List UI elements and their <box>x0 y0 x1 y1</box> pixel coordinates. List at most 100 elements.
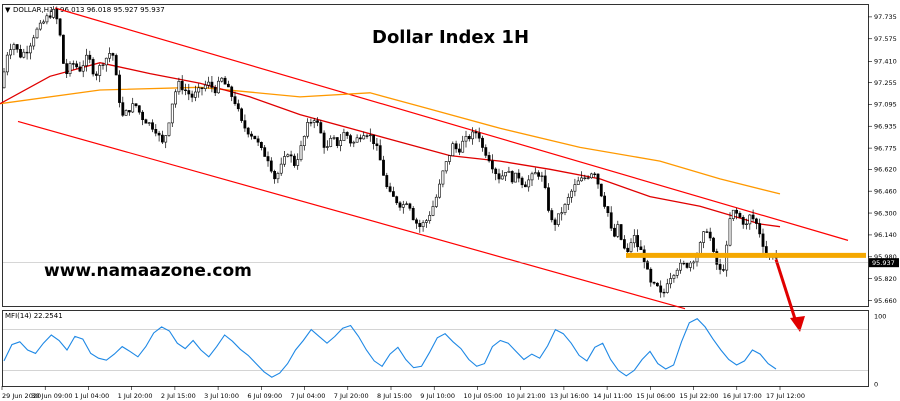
candle-up <box>362 135 366 140</box>
time-tick-label: 7 Jul 20:00 <box>334 392 369 400</box>
candle-up <box>325 146 329 148</box>
candle-down <box>603 195 607 207</box>
candle-up <box>665 283 669 293</box>
candle-down <box>550 210 554 221</box>
candle-up <box>9 49 13 56</box>
time-tick-label: 3 Jul 10:00 <box>204 392 239 400</box>
price-tick-label: 95.820 <box>874 275 897 283</box>
candle-down <box>735 209 739 214</box>
candle-down <box>128 110 131 113</box>
candle-up <box>421 222 425 227</box>
candle-up <box>207 81 211 86</box>
candle-up <box>299 145 303 160</box>
candle-up <box>81 65 85 72</box>
candle-down <box>593 173 597 175</box>
candle-down <box>263 147 267 157</box>
candle-up <box>32 37 36 47</box>
candle-down <box>240 108 244 121</box>
candle-down <box>758 223 762 235</box>
candle-down <box>685 262 689 268</box>
candle-up <box>22 51 26 58</box>
candle-down <box>250 133 253 137</box>
candle-up <box>632 235 636 244</box>
candle-up <box>42 21 46 24</box>
candle-up <box>504 172 508 177</box>
candle-down <box>309 122 313 124</box>
collapse-arrow-icon[interactable]: ▼ <box>5 6 11 14</box>
candle-down <box>596 173 600 185</box>
candle-down <box>626 247 630 252</box>
candle-up <box>342 132 346 141</box>
candle-down <box>467 136 471 140</box>
candle-down <box>662 291 666 294</box>
last-price-tag <box>869 258 899 268</box>
candle-down <box>517 172 521 179</box>
candle-down <box>223 77 227 85</box>
candle-up <box>560 212 564 215</box>
candle-down <box>454 143 458 150</box>
candle-down <box>418 223 422 228</box>
time-tick-label: 13 Jul 16:00 <box>550 392 589 400</box>
candle-up <box>45 15 49 23</box>
candle-up <box>276 173 280 180</box>
candle-down <box>547 187 550 211</box>
candle-up <box>527 179 531 188</box>
candle-up <box>279 163 283 174</box>
candle-up <box>702 231 706 243</box>
candle-up <box>428 215 432 221</box>
candle-up <box>306 122 310 137</box>
candle-up <box>679 262 682 271</box>
indicator-panel-frame <box>2 310 869 387</box>
candle-down <box>236 103 240 110</box>
candle-down <box>613 227 616 237</box>
candle-down <box>708 231 712 239</box>
candle-down <box>88 54 92 60</box>
candle-down <box>490 160 494 170</box>
candle-up <box>692 261 696 264</box>
candle-down <box>655 282 659 287</box>
candle-down <box>606 206 610 213</box>
candle-up <box>52 9 55 18</box>
price-tick-label: 96.935 <box>874 123 897 131</box>
candle-down <box>510 171 514 183</box>
candle-down <box>151 122 154 130</box>
candle-up <box>5 54 9 73</box>
candle-down <box>184 89 187 92</box>
candle-down <box>474 131 478 134</box>
time-tick-label: 8 Jul 15:00 <box>377 392 412 400</box>
candle-up <box>444 161 448 172</box>
candle-up <box>177 81 181 93</box>
candle-down <box>154 129 158 134</box>
candle-up <box>405 203 409 205</box>
candle-up <box>302 136 306 147</box>
candle-up <box>570 190 574 198</box>
candle-down <box>721 269 725 271</box>
candle-up <box>438 183 442 198</box>
candle-up <box>451 143 455 156</box>
candle-up <box>124 110 128 116</box>
candle-down <box>253 135 257 140</box>
candle-up <box>533 172 537 175</box>
candle-down <box>319 122 323 134</box>
price-panel-frame <box>2 4 869 307</box>
candle-down <box>391 191 395 197</box>
candle-up <box>203 84 207 89</box>
candle-down <box>243 120 247 129</box>
candle-up <box>672 275 676 279</box>
candle-down <box>497 173 501 180</box>
candle-down <box>345 132 349 136</box>
axes-layer: 97.735 97.575 97.410 97.255 97.095 96.935 96.7… <box>1 13 899 400</box>
last-price-label: 95.937 <box>872 259 895 267</box>
candle-down <box>118 74 121 103</box>
mfi-label: MFI(14) 22.2541 <box>5 312 63 320</box>
candle-down <box>682 262 686 265</box>
time-tick-label: 10 Jul 21:00 <box>507 392 546 400</box>
candle-down <box>705 231 709 233</box>
breakdown-arrow-head <box>790 316 805 332</box>
time-tick-label: 2 Jul 15:00 <box>161 392 196 400</box>
candle-up <box>312 120 316 123</box>
candle-up <box>167 122 171 136</box>
candle-up <box>461 140 465 153</box>
